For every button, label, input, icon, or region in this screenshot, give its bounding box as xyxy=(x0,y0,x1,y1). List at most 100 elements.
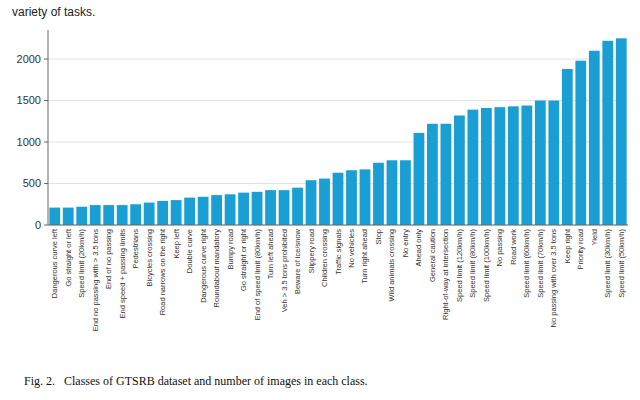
bar xyxy=(575,61,586,225)
bar xyxy=(238,193,249,225)
x-tick-label: End no passing with > 3.5 tons xyxy=(91,229,100,332)
x-tick-label: Speed limit (120km/h) xyxy=(455,229,464,302)
x-tick-label: Speed limit (50km/h) xyxy=(617,229,626,298)
bar xyxy=(292,188,303,225)
x-tick-label: Veh > 3.5 tons prohibited xyxy=(280,229,289,312)
x-tick-label: Speed limit (20km/h) xyxy=(77,229,86,298)
bar xyxy=(319,179,330,225)
bar xyxy=(76,207,87,225)
x-axis-line xyxy=(48,225,628,226)
bar xyxy=(90,205,101,225)
x-tick-label: Ahead only xyxy=(414,229,423,267)
bar xyxy=(548,101,559,225)
x-tick-label: Speed limit (80km/h) xyxy=(468,229,477,298)
x-tick-label: Pedestrians xyxy=(131,229,140,269)
x-tick-label: No passing with over 3.5 tons xyxy=(549,229,558,328)
x-tick-label: Double curve xyxy=(185,229,194,273)
x-tick-label: Stop xyxy=(374,229,383,244)
x-tick-label: No vehicles xyxy=(347,229,356,268)
bar xyxy=(521,106,532,225)
header-text: variety of tasks. xyxy=(12,5,95,19)
caption: Fig. 2. Classes of GTSRB dataset and num… xyxy=(24,374,368,388)
x-tick-label: Speed limit (70km/h) xyxy=(536,229,545,298)
x-tick-label: Right-of-way at intersection xyxy=(441,229,450,320)
y-axis-line xyxy=(48,30,49,225)
x-tick-label: General caution xyxy=(428,229,437,282)
bar xyxy=(198,197,209,225)
bar xyxy=(184,198,195,225)
bar xyxy=(171,200,182,225)
bar xyxy=(373,163,384,225)
y-tick xyxy=(44,59,48,60)
y-tick xyxy=(44,100,48,101)
bar xyxy=(427,124,438,225)
x-tick-label: Yield xyxy=(590,229,599,245)
bar xyxy=(63,208,74,225)
y-tick-label: 0 xyxy=(35,219,41,231)
chart-container: variety of tasks. 0 500 1000 1500 2000 Dangero… xyxy=(0,0,640,400)
bar xyxy=(562,69,573,225)
bar xyxy=(454,115,465,225)
x-tick-label: Children crossing xyxy=(320,229,329,287)
y-tick-label: 1500 xyxy=(17,94,41,106)
x-tick-label: Bumpy road xyxy=(226,229,235,269)
y-tick-label: 500 xyxy=(23,177,41,189)
bar xyxy=(387,160,398,225)
x-tick-label: Wild animals crossing xyxy=(387,229,396,302)
bar xyxy=(467,110,478,225)
bar xyxy=(211,195,222,225)
bar xyxy=(535,101,546,225)
y-tick xyxy=(44,183,48,184)
x-tick-label: Slippery road xyxy=(307,229,316,273)
x-tick-label: No passing xyxy=(495,229,504,267)
bar xyxy=(117,205,128,225)
x-tick-label: Road work xyxy=(509,229,518,265)
x-tick-label: Priority road xyxy=(576,229,585,269)
bar xyxy=(360,169,371,225)
x-tick-label: Turn right ahead xyxy=(360,229,369,284)
x-tick-label: Traffic signals xyxy=(334,229,343,275)
bar xyxy=(333,173,344,225)
bar xyxy=(481,108,492,225)
grid-line xyxy=(48,225,628,226)
bar xyxy=(157,201,168,225)
x-tick-label: Go straight or left xyxy=(64,228,73,286)
x-tick-label: Road narrows on the right xyxy=(158,228,167,315)
x-tick-label: Dangerous curve left xyxy=(50,228,59,298)
x-tick-label: Keep left xyxy=(172,228,181,259)
x-tick-label: Keep right xyxy=(563,228,572,263)
bar xyxy=(494,107,505,225)
bar xyxy=(225,194,236,225)
bar xyxy=(279,190,290,225)
x-tick-label: Beware of ice/snow xyxy=(293,228,302,294)
grid xyxy=(44,59,628,225)
bar xyxy=(130,204,141,225)
x-tick-label: Turn left ahead xyxy=(266,229,275,279)
x-tick-label: Roundabout mandatory xyxy=(212,229,221,308)
bar xyxy=(306,180,317,225)
x-tick-label: End of no passing xyxy=(104,229,113,289)
bar xyxy=(252,192,263,225)
chart-svg: variety of tasks. 0 500 1000 1500 2000 Dangero… xyxy=(0,0,640,400)
bar xyxy=(265,190,276,225)
bar xyxy=(103,205,114,225)
bar xyxy=(508,106,519,225)
x-tick-label: Speed limit (100km/h) xyxy=(482,229,491,302)
bar xyxy=(414,133,425,225)
y-tick xyxy=(44,225,48,226)
bar xyxy=(400,160,411,225)
bar xyxy=(49,208,60,225)
bar xyxy=(441,124,452,225)
bar xyxy=(602,41,613,225)
x-tick-label: Speed limit (60km/h) xyxy=(522,229,531,298)
x-tick-label: Speed limit (30km/h) xyxy=(603,229,612,298)
grid-line xyxy=(48,59,628,60)
x-tick-label: End speed + passing limits xyxy=(118,229,127,319)
y-tick xyxy=(44,142,48,143)
bars xyxy=(49,38,626,225)
y-tick-label: 2000 xyxy=(17,53,41,65)
x-tick-label: No entry xyxy=(401,229,410,258)
x-tick-label: Bicycles crossing xyxy=(145,229,154,287)
y-tick-label: 1000 xyxy=(17,136,41,148)
bar xyxy=(144,203,155,225)
